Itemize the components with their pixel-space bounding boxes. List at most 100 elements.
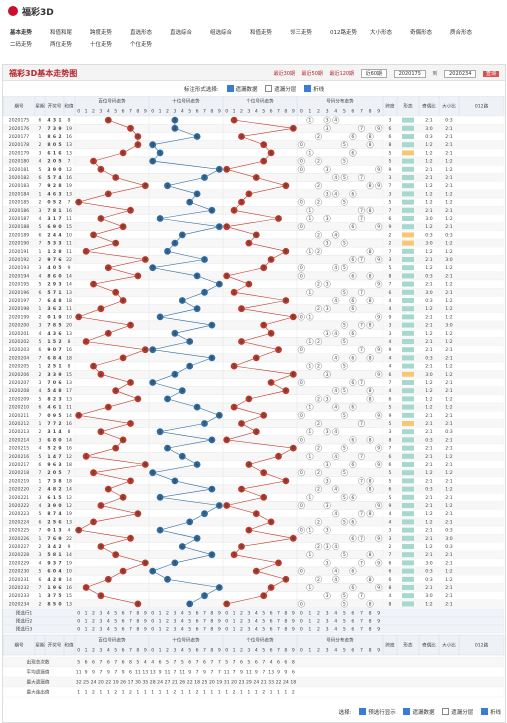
range-link[interactable]: 最近120期 [329,71,355,77]
digit-header: 0 [225,109,228,115]
stats-value: 19 [216,680,222,686]
ball-digit: 3 [173,126,176,132]
ball [260,493,268,501]
dist-digit: 0 [300,413,303,419]
checkbox[interactable] [403,708,411,715]
weekday: 7 [39,470,42,476]
odd-even: 2:1 [425,282,432,288]
nav-link[interactable]: 组选综合 [210,30,233,36]
nav-link[interactable]: 个位走势 [130,42,153,48]
odd-even: 2:1 [425,528,432,534]
ball-digit: 0 [151,142,154,148]
nav-link[interactable]: 跨度走势 [90,30,113,36]
ball [289,534,297,542]
preselect-digit: 3 [326,611,329,617]
checkbox[interactable] [304,85,312,92]
sum: 14 [66,437,72,443]
checkbox[interactable] [359,708,367,715]
nav-link[interactable]: 012路走势 [330,30,357,36]
ball [193,305,201,313]
span: 9 [389,347,392,353]
ball [260,411,268,419]
checkbox[interactable] [480,708,488,715]
odd-even: 1:2 [425,470,432,476]
to-input[interactable]: 2020234 [444,70,477,78]
query-button[interactable]: 查询 [482,71,499,77]
ball [97,215,105,222]
ball [267,584,275,591]
dist-digit: 9 [377,372,380,378]
dist-digit: 0 [300,569,303,575]
nav-link[interactable]: 邻三走势 [290,30,313,36]
stats-value: 7 [114,660,117,666]
preselect-digit: 2 [92,611,95,617]
period-select[interactable]: 近60期 [360,69,388,78]
ball-digit: 0 [151,470,154,476]
draw-digit: 5 [58,323,61,329]
dist-digit: 4 [334,544,337,550]
range-link[interactable]: 最近50期 [301,71,323,77]
ball [104,264,112,272]
stats-value: 2 [114,690,117,696]
digit-header: 8 [210,648,213,654]
ball [186,362,194,370]
odd-even: 2:1 [425,167,432,173]
ball [245,461,253,468]
nav-link[interactable]: 和值走势 [250,30,273,36]
preselect-digit: 0 [151,611,154,617]
span: 9 [389,224,392,230]
nav-link[interactable]: 奇偶形态 [410,30,433,36]
stats-value: 11 [179,670,185,676]
checkbox[interactable] [226,85,234,92]
stats-value: 13 [150,670,156,676]
preselect-digit: 1 [85,611,88,617]
stats-value: 5 [181,660,184,666]
odd-even: 0:3 [425,487,432,493]
preselect-digit: 4 [255,619,258,625]
stats-value: 7 [233,670,236,676]
stats-value: 6 [85,660,88,666]
preselect-digit: 0 [300,611,303,617]
issue: 2020218 [9,470,30,476]
nav-link[interactable]: 大小形态 [370,30,393,36]
checkbox[interactable] [442,708,450,715]
checkbox[interactable] [265,85,273,92]
draw-digit: 8 [58,298,61,304]
digit-header: 7 [203,648,206,654]
nav-link[interactable]: 和值和尾 [50,30,73,36]
nav-link[interactable]: 直选形态 [130,30,153,36]
big-small: 2:1 [445,134,452,140]
ball-digit: 7 [203,593,206,599]
digit-header: 6 [122,109,125,115]
ball-digit: 3 [247,191,250,197]
odd-even: 1:2 [425,224,432,230]
dist-digit: 4 [334,191,337,197]
odd-even: 1:2 [425,519,432,525]
from-input[interactable]: 2020175 [393,70,426,78]
digit-header: 0 [300,109,303,115]
nav-link[interactable]: 十位走势 [90,42,113,48]
preselect-label: 预选行1 [16,610,33,617]
nav-link[interactable]: 两位走势 [50,42,73,48]
stats-value: 6 [107,660,110,666]
draw-digit: 3 [47,544,50,550]
preselect-digit: 4 [107,619,110,625]
span: 8 [389,437,392,443]
dist-digit: 7 [360,208,363,214]
nav-link[interactable]: 质合形态 [450,30,473,36]
span: 5 [389,150,392,156]
stats-value: 1 [85,690,88,696]
nav-link[interactable]: 二码走势 [10,42,33,48]
odd-even: 2:1 [425,421,432,427]
dist-digit: 6 [351,380,354,386]
dist-ball [340,362,348,370]
dist-ball [375,411,383,419]
nav-link[interactable]: 直选综合 [170,30,193,36]
big-small: 2:1 [445,421,452,427]
range-link[interactable]: 最近30期 [273,71,295,77]
span: 4 [389,364,392,370]
nav-link[interactable]: 基本走势 [10,30,33,36]
sum: 12 [66,495,72,501]
ball [238,543,245,550]
dist-digit: 5 [343,241,346,247]
